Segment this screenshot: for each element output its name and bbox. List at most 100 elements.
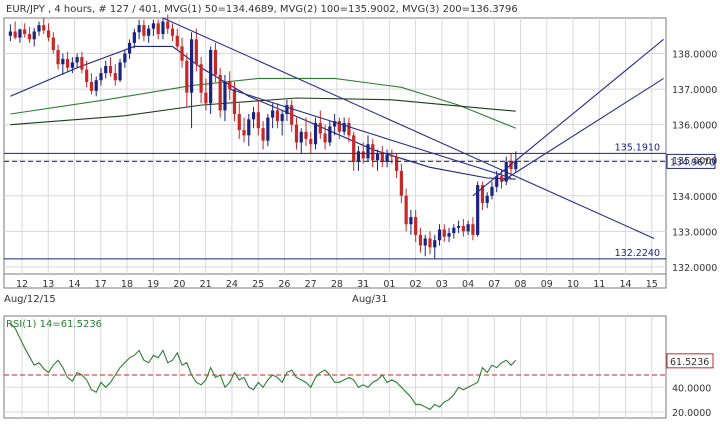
candle-body — [42, 25, 46, 31]
candle-body — [380, 153, 384, 162]
candle-body — [56, 50, 60, 65]
time-tick-label: 04 — [462, 279, 474, 290]
candle-body — [180, 46, 184, 61]
time-tick-label: 01 — [383, 279, 395, 290]
candle-body — [27, 34, 32, 40]
candle-body — [323, 133, 327, 143]
candle-body — [37, 25, 41, 32]
candle-body — [66, 58, 70, 68]
candle-body — [337, 121, 341, 132]
rsi-axis: 20.0000 40.0000 61.5236 — [666, 353, 714, 419]
candle-body — [423, 238, 427, 246]
price-tick-label: 136.0000 — [672, 121, 717, 132]
candle-body — [256, 112, 260, 129]
candle-body — [166, 21, 170, 29]
candle-body — [342, 122, 346, 132]
time-tick-label: 08 — [515, 279, 527, 290]
candle-body — [94, 80, 98, 91]
moving-average-line — [10, 45, 516, 180]
candle-body — [294, 124, 299, 143]
time-tick-label: 27 — [305, 279, 317, 290]
candle-body — [137, 25, 141, 33]
candle-body — [127, 42, 132, 54]
time-tick-label: 03 — [436, 279, 448, 290]
candle-body — [175, 35, 179, 47]
rsi-grid — [4, 316, 666, 418]
time-tick-label: 10 — [567, 279, 579, 290]
trendline — [162, 17, 655, 239]
candle-body — [223, 82, 227, 111]
time-tick-label: 12 — [16, 279, 28, 290]
candle-body — [228, 82, 232, 90]
time-tick-label: 24 — [226, 279, 238, 290]
time-axis: 12 13 14 17 18 19 20 21 24 25 26 27 28 31 01 02 03 04 07 08… — [16, 279, 658, 290]
candle-body — [476, 185, 480, 235]
trendlines — [162, 17, 664, 239]
rsi-line — [9, 322, 517, 411]
candle-body — [452, 227, 456, 234]
price-level-label: 132.2240 — [615, 248, 660, 259]
candle-body — [185, 60, 189, 93]
candle-body — [89, 82, 94, 91]
time-tick-label: 17 — [95, 279, 107, 290]
price-tick-label: 138.0000 — [672, 50, 717, 61]
candle-body — [242, 130, 246, 136]
candle-body — [113, 73, 117, 81]
candle-body — [399, 170, 403, 196]
time-tick-label: 20 — [173, 279, 185, 290]
moving-average-line — [10, 97, 516, 126]
x-axis-strip — [3, 273, 667, 289]
candle-body — [371, 144, 375, 161]
candle-body — [147, 28, 151, 36]
candle-body — [261, 128, 265, 141]
candle-body — [123, 53, 127, 63]
candle-body — [480, 185, 485, 203]
price-levels: 135.1910 134.9670 132.2240 — [4, 142, 716, 260]
time-tick-label: 11 — [593, 279, 605, 290]
time-tick-label: 21 — [200, 279, 212, 290]
price-tick-label: 132.0000 — [672, 263, 717, 274]
candle-body — [471, 224, 475, 235]
last-price-label: 134.9670 — [670, 157, 715, 168]
candle-body — [232, 89, 237, 114]
candle-body — [18, 29, 22, 38]
candle-body — [104, 66, 108, 74]
candle-body — [189, 39, 194, 93]
candle-body — [70, 62, 74, 68]
candle-body — [32, 31, 36, 40]
rsi-last-value-box — [666, 353, 714, 369]
time-tick-label: 19 — [147, 279, 159, 290]
candle-body — [352, 135, 356, 162]
time-tick-label: 02 — [410, 279, 422, 290]
candle-body — [51, 37, 55, 50]
candles — [8, 14, 518, 260]
price-level-label: 135.1910 — [615, 142, 660, 153]
candle-body — [442, 229, 446, 237]
candle-body — [46, 30, 51, 38]
candle-body — [199, 64, 203, 93]
candle-body — [209, 50, 213, 104]
candle-body — [456, 226, 461, 228]
rsi-panel-frame — [3, 315, 667, 419]
candle-body — [251, 112, 256, 120]
trendline — [229, 88, 512, 179]
time-tick-label: 25 — [252, 279, 264, 290]
candle-body — [304, 131, 308, 139]
candle-body — [313, 122, 318, 145]
candle-body — [309, 138, 313, 145]
candle-body — [85, 69, 89, 82]
candle-body — [61, 58, 65, 65]
time-tick-label: 28 — [331, 279, 343, 290]
candle-body — [409, 217, 413, 225]
time-tick-label: 15 — [646, 279, 658, 290]
candle-body — [247, 119, 251, 136]
candle-body — [485, 195, 489, 203]
rsi-tick-label: 40.0000 — [672, 383, 711, 394]
candle-body — [395, 156, 399, 171]
time-tick-label: 26 — [278, 279, 290, 290]
candle-body — [509, 162, 513, 170]
candle-body — [385, 154, 389, 162]
time-tick-label: 18 — [121, 279, 133, 290]
